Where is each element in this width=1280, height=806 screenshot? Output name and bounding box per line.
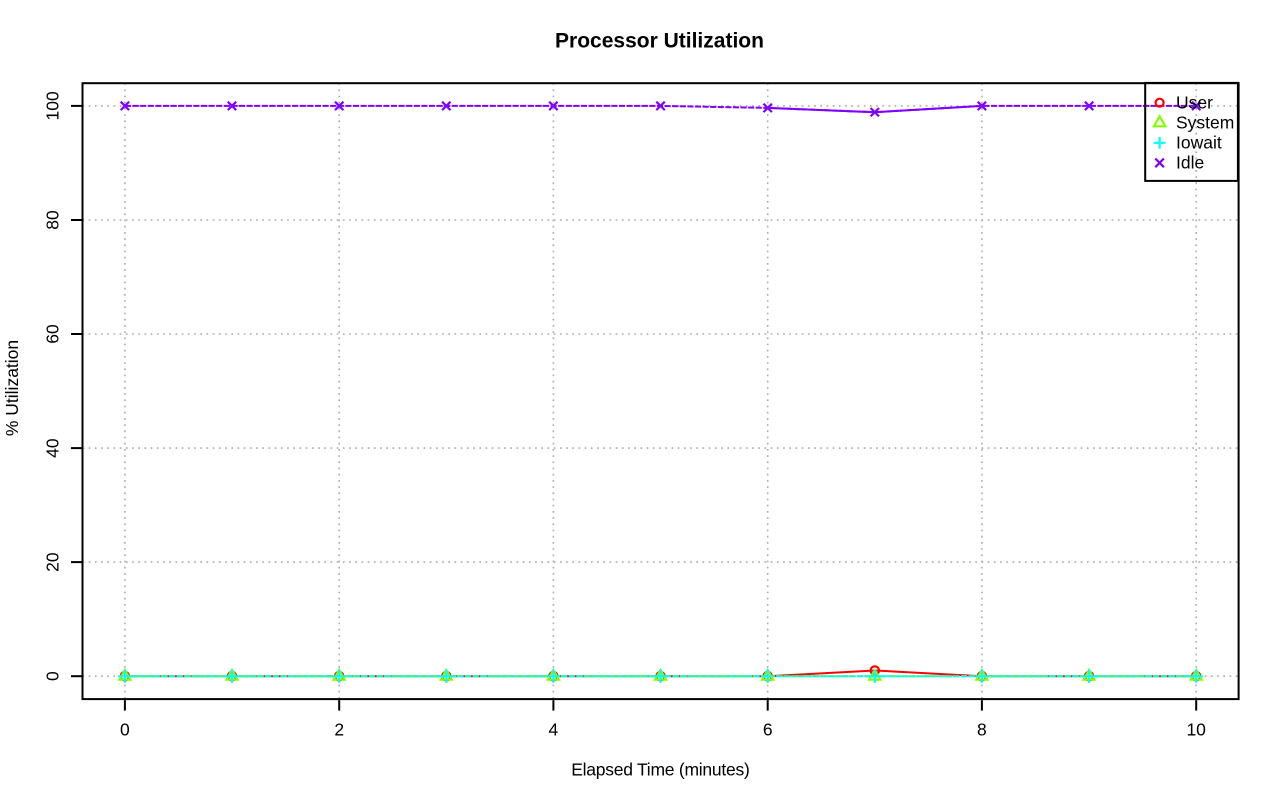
- svg-text:8: 8: [977, 720, 987, 740]
- svg-text:User: User: [1176, 93, 1213, 113]
- svg-text:20: 20: [43, 552, 63, 572]
- svg-text:40: 40: [43, 438, 63, 458]
- svg-text:System: System: [1176, 113, 1234, 133]
- svg-text:Elapsed Time (minutes): Elapsed Time (minutes): [571, 759, 749, 779]
- svg-text:Iowait: Iowait: [1176, 133, 1222, 153]
- svg-text:100: 100: [43, 91, 63, 120]
- svg-text:60: 60: [43, 324, 63, 344]
- svg-text:4: 4: [549, 720, 559, 740]
- svg-text:% Utilization: % Utilization: [2, 340, 22, 436]
- svg-text:10: 10: [1186, 720, 1206, 740]
- svg-text:6: 6: [763, 720, 773, 740]
- svg-text:Processor Utilization: Processor Utilization: [555, 30, 764, 53]
- svg-text:0: 0: [120, 720, 130, 740]
- svg-text:Idle: Idle: [1176, 153, 1204, 173]
- svg-text:0: 0: [43, 671, 63, 681]
- svg-text:2: 2: [334, 720, 344, 740]
- svg-text:80: 80: [43, 210, 63, 230]
